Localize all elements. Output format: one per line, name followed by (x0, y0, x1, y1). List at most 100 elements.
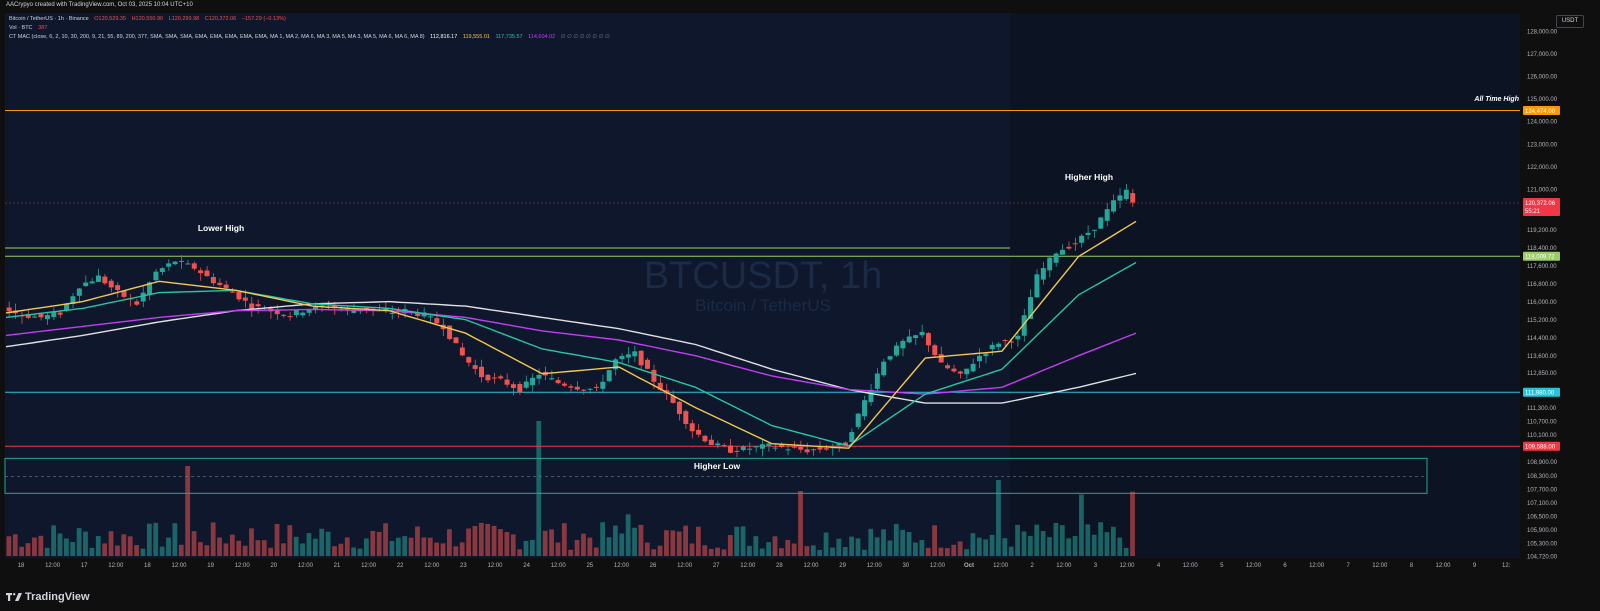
volume-bar (51, 525, 56, 556)
candle-body (817, 447, 823, 450)
x-tick-label: 7 (1347, 563, 1351, 569)
volume-bar (976, 537, 982, 556)
candle-body (32, 316, 38, 318)
volume-bar (191, 531, 197, 556)
x-tick-label: 27 (713, 563, 720, 569)
candle-body (983, 353, 989, 357)
price-tag-support-2 (1523, 441, 1560, 451)
candle-body (862, 400, 868, 417)
volume-bar (1008, 546, 1014, 556)
volume-bar (759, 548, 765, 556)
x-tick-label: 12:00 (45, 563, 61, 569)
candle-body (313, 305, 319, 310)
price-tag-support (1523, 387, 1560, 397)
volume-bar (747, 545, 752, 556)
volume-bar (1072, 536, 1078, 556)
legend-indicator-label: CT MAC (close, 6, 2, 10, 30, 200, 9, 21,… (9, 34, 425, 40)
ma-line-fast (5, 220, 1137, 449)
volume-bar (944, 548, 950, 556)
volume-bar (734, 526, 740, 556)
candle-body (1053, 253, 1059, 263)
candle-body (970, 363, 976, 372)
volume-bar (76, 528, 82, 556)
volume-bar (395, 537, 401, 556)
y-tick-label: 122,000.00 (1527, 165, 1558, 171)
volume-bar (900, 529, 906, 556)
volume-bar (12, 534, 18, 556)
volume-bar (676, 531, 682, 556)
candle-body (249, 303, 255, 309)
volume-bar (478, 522, 484, 556)
volume-bar (542, 530, 548, 556)
volume-bar (312, 538, 318, 556)
candle-body (466, 357, 472, 363)
candle-body (1047, 257, 1053, 271)
candle-body (989, 344, 995, 350)
candle-body (530, 377, 536, 386)
volume-bar (1027, 536, 1033, 556)
tradingview-logo[interactable]: TradingView (6, 591, 90, 603)
candle-body (887, 356, 893, 360)
legend-indicator[interactable]: CT MAC (close, 6, 2, 10, 30, 200, 9, 21,… (9, 34, 610, 40)
legend-close: C120,372.06 (204, 16, 237, 22)
y-tick-label: 125,000.00 (1527, 97, 1558, 103)
candle-body (153, 271, 159, 281)
x-tick-label: 5 (1220, 563, 1224, 569)
volume-bar (6, 536, 12, 556)
volume-bar (166, 537, 171, 556)
x-tick-label: 3 (1094, 563, 1098, 569)
volume-bar (836, 538, 842, 556)
candle-body (300, 312, 306, 316)
candle-body (1028, 297, 1034, 319)
volume-bar (1021, 531, 1027, 556)
volume-bar (325, 531, 331, 556)
candle-body (479, 366, 485, 378)
candle-body (1059, 249, 1065, 255)
volume-bar (498, 529, 503, 556)
volume-bar (242, 545, 248, 556)
volume-bar (964, 549, 969, 556)
volume-bar (823, 532, 829, 556)
y-tick-label: 121,000.00 (1527, 187, 1558, 193)
volume-bar (593, 547, 599, 556)
price-tag-label: 109,588.00 (1525, 445, 1556, 451)
candle-body (178, 260, 184, 262)
candle-body (172, 261, 178, 265)
range-box (4, 457, 1428, 494)
candle-body (753, 446, 759, 448)
x-tick-label: 8 (1410, 563, 1414, 569)
volume-bar (740, 526, 746, 556)
volume-bar (1015, 524, 1020, 556)
volume-bar (919, 539, 925, 556)
volume-bar (932, 525, 937, 556)
candle-body (491, 377, 497, 379)
volume-bar (1091, 534, 1097, 556)
volume-bar (370, 530, 376, 556)
currency-button[interactable]: USDT (1556, 15, 1584, 28)
volume-bar (651, 549, 657, 556)
x-tick-label: 2 (1031, 563, 1035, 569)
volume-bar (268, 547, 274, 556)
y-tick-label: 128,000.00 (1527, 30, 1558, 36)
legend-indicator-v4: 114,604.02 (528, 34, 556, 40)
volume-bar (893, 523, 899, 556)
created-text: AACrypyo created with TradingView.com, O… (6, 2, 193, 8)
volume-bar (766, 542, 772, 556)
volume-bar (970, 533, 976, 556)
legend-volume[interactable]: Vol · BTC 387 (9, 25, 47, 31)
price-tag-label: 118,009.72 (1525, 255, 1555, 261)
y-tick-label: 110,100.00 (1527, 433, 1557, 439)
candle-body (587, 388, 593, 390)
x-tick-label: Oct (964, 563, 974, 569)
x-tick-label: 18 (18, 563, 25, 569)
volume-bar (798, 491, 803, 556)
session-highlight (5, 13, 1010, 558)
legend-symbol[interactable]: Bitcoin / TetherUS · 1h · Binance (9, 16, 89, 22)
x-tick-label: 21 (334, 563, 341, 569)
x-tick-label: 12: (1502, 563, 1511, 569)
x-tick-label: 6 (1283, 563, 1287, 569)
y-tick-label: 118,400.00 (1527, 246, 1557, 252)
x-axis: 18 12:00 17 12:00 18 12:00 19 12:00 20 12:00 21 12:… (18, 563, 1511, 569)
y-tick-label: 107,100.00 (1527, 501, 1558, 507)
